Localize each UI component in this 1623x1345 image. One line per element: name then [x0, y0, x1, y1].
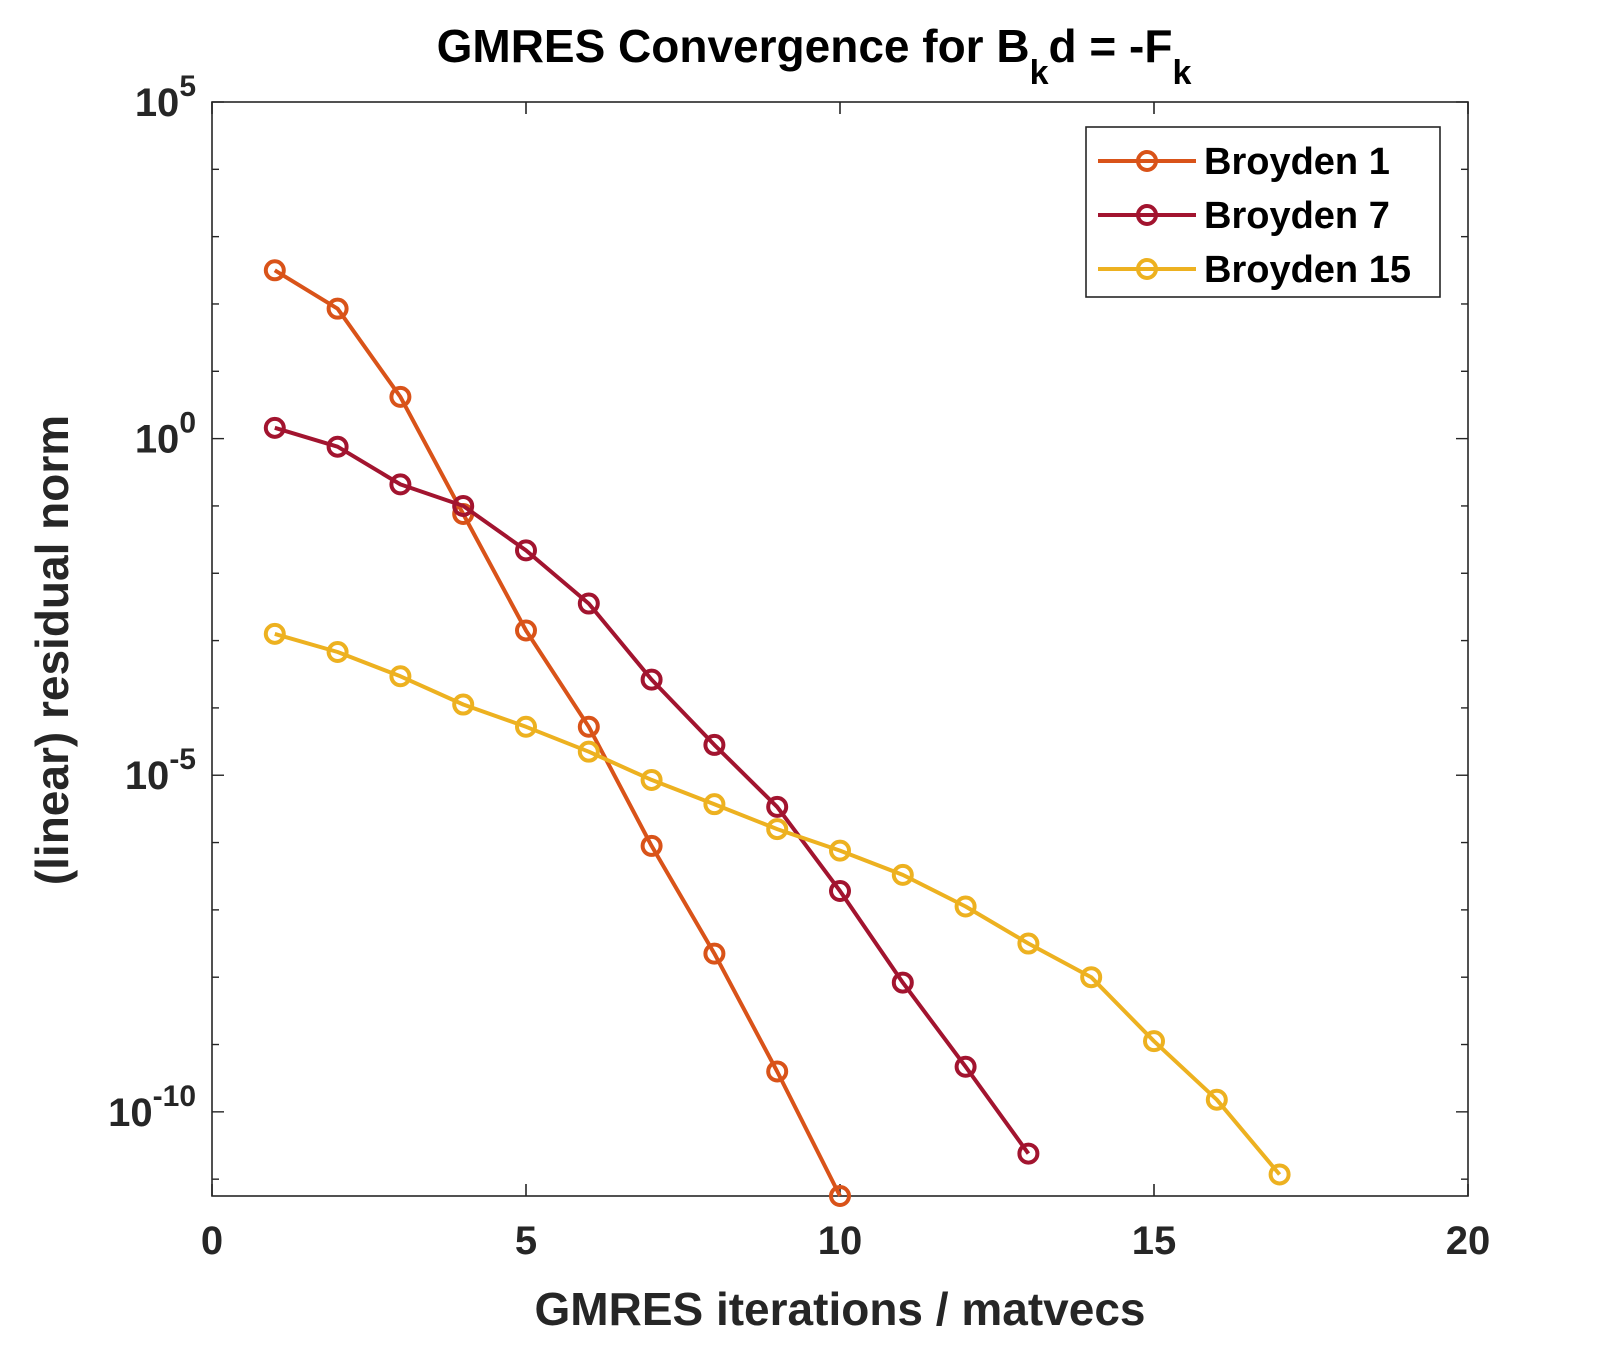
data-point-2-13	[1080, 966, 1103, 989]
data-point-2-16	[1268, 1163, 1291, 1186]
data-point-0-7	[703, 942, 726, 965]
x-tick-label-1: 5	[515, 1219, 537, 1263]
data-point-1-3	[452, 494, 475, 517]
y-tick-label-3: 10-10	[108, 1080, 196, 1135]
axis-tick-labels: 0 5 10 15 20 105 100 10-5 10-10	[108, 70, 1490, 1263]
data-point-2-7	[703, 793, 726, 816]
data-point-2-5	[577, 740, 600, 763]
series-line-1	[274, 425, 1031, 1155]
data-point-2-4	[515, 715, 537, 738]
x-tick-label-3: 15	[1132, 1219, 1177, 1263]
x-tick-label-0: 0	[201, 1219, 223, 1263]
legend-label-0: Broyden 1	[1204, 141, 1390, 183]
data-point-1-9	[829, 880, 851, 903]
data-point-0-9	[829, 1185, 851, 1207]
series-2	[263, 622, 1291, 1186]
data-point-1-8	[766, 795, 789, 818]
axis-ticks	[211, 101, 1469, 1196]
data-point-1-2	[389, 473, 412, 496]
data-point-2-6	[640, 768, 663, 791]
data-point-0-4	[515, 619, 537, 642]
data-point-2-8	[766, 818, 789, 841]
series-1	[263, 416, 1040, 1165]
legend: Broyden 1 Broyden 7 Broyden 15	[1085, 126, 1441, 298]
data-point-1-5	[577, 592, 600, 615]
data-point-1-7	[703, 733, 726, 756]
legend-marker-2	[1136, 258, 1158, 280]
x-tick-label-4: 20	[1446, 1219, 1491, 1263]
data-point-1-6	[640, 668, 663, 691]
legend-item-2: Broyden 15	[1098, 249, 1411, 291]
data-point-2-3	[452, 693, 475, 716]
y-tick-label-0: 105	[135, 70, 196, 125]
legend-marker-1	[1136, 204, 1158, 226]
y-axis-label: (linear) residual norm	[26, 415, 78, 885]
data-point-0-5	[577, 715, 600, 738]
data-point-0-1	[326, 297, 349, 320]
data-point-0-2	[389, 385, 412, 408]
title-subscript-2: k	[1172, 54, 1191, 92]
data-point-0-6	[640, 834, 663, 857]
data-point-2-15	[1205, 1088, 1228, 1111]
legend-item-1: Broyden 7	[1098, 195, 1390, 237]
data-point-1-1	[326, 435, 349, 458]
legend-label-2: Broyden 15	[1204, 249, 1411, 291]
x-tick-label-2: 10	[818, 1219, 863, 1263]
legend-item-0: Broyden 1	[1098, 141, 1390, 183]
title-subscript-1: k	[1030, 54, 1049, 92]
data-point-2-9	[829, 839, 851, 862]
legend-marker-0	[1136, 150, 1158, 172]
data-point-2-2	[389, 665, 412, 688]
series-line-0	[273, 268, 842, 1197]
series-layer	[263, 259, 1291, 1207]
data-point-1-4	[515, 539, 537, 562]
chart-title: GMRES Convergence for Bkd = -Fk	[437, 20, 1192, 92]
y-tick-label-1: 100	[135, 407, 196, 462]
legend-label-1: Broyden 7	[1204, 195, 1390, 237]
data-point-1-12	[1017, 1142, 1040, 1165]
data-point-2-1	[326, 641, 349, 664]
data-point-0-0	[263, 259, 286, 282]
data-point-2-14	[1143, 1030, 1165, 1053]
data-point-2-10	[891, 863, 914, 886]
data-point-2-0	[263, 622, 286, 645]
y-tick-label-2: 10-5	[125, 743, 196, 798]
data-point-0-8	[766, 1060, 789, 1083]
x-axis-label: GMRES iterations / matvecs	[535, 1283, 1146, 1335]
data-point-2-12	[1017, 932, 1040, 955]
data-point-1-10	[891, 971, 914, 994]
data-point-2-11	[954, 895, 977, 918]
data-point-1-11	[954, 1055, 977, 1078]
data-point-1-0	[263, 416, 286, 439]
series-line-2	[274, 631, 1282, 1176]
